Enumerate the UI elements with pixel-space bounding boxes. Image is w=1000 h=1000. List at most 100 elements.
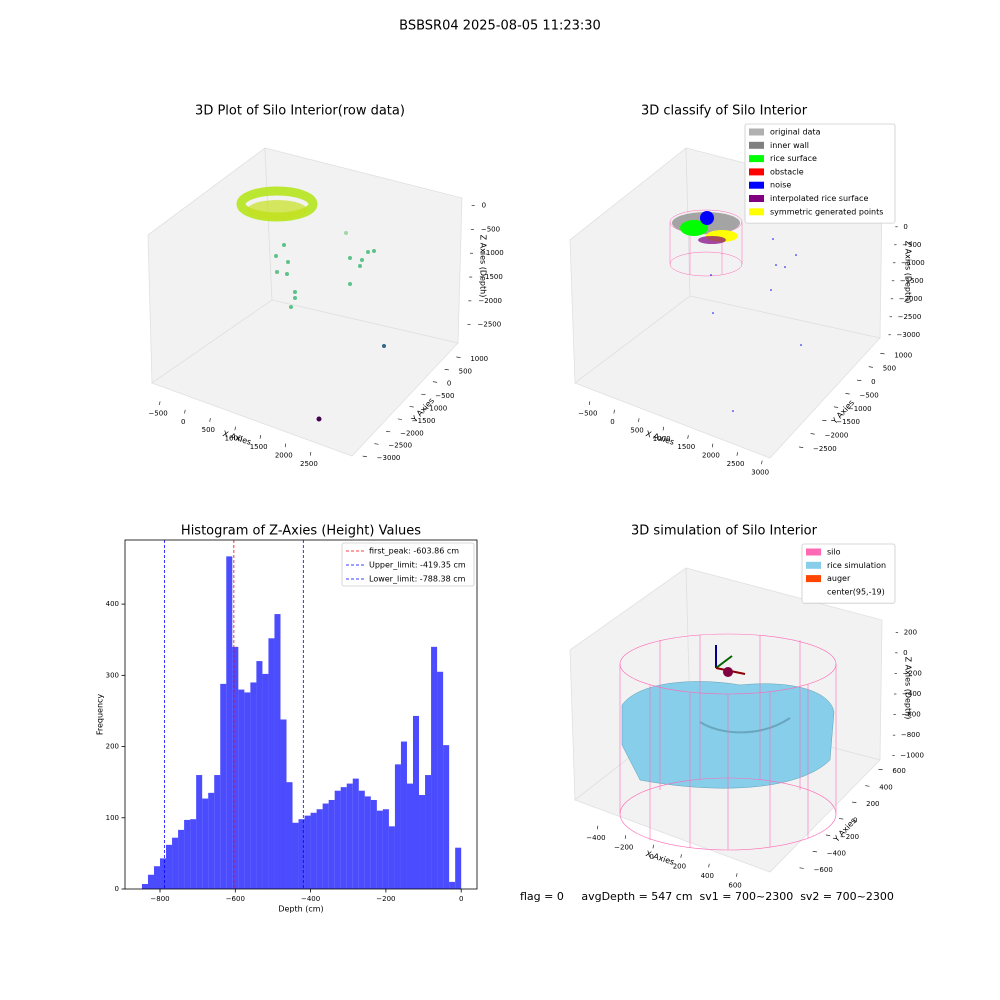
y-tick bbox=[799, 867, 804, 869]
x-tick bbox=[159, 401, 161, 406]
y-tick-label: 0 bbox=[853, 817, 857, 825]
bar bbox=[298, 819, 305, 889]
x-axis-label: X Axies bbox=[222, 429, 253, 447]
y-tick-label: 500 bbox=[883, 365, 896, 373]
bar bbox=[244, 692, 251, 889]
legend-swatch bbox=[749, 168, 764, 176]
bar bbox=[340, 787, 347, 889]
y-tick bbox=[444, 369, 449, 371]
legend-swatch bbox=[749, 208, 764, 216]
bar bbox=[262, 673, 269, 889]
bar bbox=[346, 783, 353, 889]
x-tick-label: −200 bbox=[614, 843, 633, 851]
x-tick bbox=[234, 426, 236, 431]
legend-box bbox=[744, 123, 896, 224]
x-tick bbox=[662, 426, 664, 431]
chart-title: Histogram of Z-Axies (Height) Values bbox=[181, 524, 421, 539]
x-axis-label: Depth (cm) bbox=[278, 905, 323, 914]
y-tick bbox=[857, 379, 862, 381]
y-tick bbox=[456, 356, 461, 358]
legend-swatch bbox=[749, 128, 764, 136]
y-tick bbox=[386, 430, 391, 433]
y-tick-label: −500 bbox=[435, 392, 454, 400]
z-tick-label: 0 bbox=[903, 223, 907, 231]
x-tick-label: 500 bbox=[630, 426, 643, 434]
bar bbox=[184, 819, 191, 889]
y-tick bbox=[838, 818, 844, 820]
bar bbox=[280, 719, 287, 889]
x-tick-label: −400 bbox=[301, 895, 320, 903]
y-tick bbox=[421, 393, 426, 396]
bar bbox=[394, 764, 401, 889]
legend-label: first_peak: -603.86 cm bbox=[369, 547, 459, 556]
z-tick-label: −1000 bbox=[901, 259, 925, 267]
x-tick-label: 400 bbox=[701, 872, 714, 880]
x-tick bbox=[712, 443, 714, 448]
bar bbox=[238, 689, 245, 889]
y-tick bbox=[397, 418, 403, 420]
z-tick-label: −1500 bbox=[479, 273, 503, 281]
legend-box bbox=[801, 543, 896, 604]
bar bbox=[190, 819, 197, 889]
bar bbox=[232, 646, 239, 889]
bar bbox=[208, 792, 215, 889]
y-tick bbox=[812, 851, 817, 853]
x-tick-label: 200 bbox=[673, 862, 686, 870]
chart-title: 3D Plot of Silo Interior(row data) bbox=[195, 104, 405, 119]
y-tick-label: −2500 bbox=[388, 442, 412, 450]
x-axis-label: X Axies bbox=[645, 429, 676, 447]
x-tick bbox=[761, 460, 763, 465]
x-tick bbox=[624, 835, 627, 839]
legend-label: center(95,-19) bbox=[827, 587, 885, 596]
y-tick-label: 1000 bbox=[470, 355, 488, 363]
bar bbox=[214, 775, 221, 889]
legend-label: Upper_limit: -419.35 cm bbox=[369, 561, 466, 570]
x-tick bbox=[638, 418, 640, 422]
bar bbox=[166, 844, 173, 889]
bar bbox=[358, 790, 365, 889]
x-tick bbox=[680, 854, 682, 858]
z-tick-label: −200 bbox=[903, 669, 922, 677]
y-tick bbox=[798, 446, 804, 448]
bar bbox=[172, 837, 179, 889]
x-tick bbox=[310, 451, 312, 456]
z-tick-label: −3000 bbox=[896, 331, 920, 339]
x-tick bbox=[708, 863, 710, 868]
y-tick-label: 200 bbox=[866, 800, 879, 808]
z-tick-label: −800 bbox=[901, 731, 920, 739]
x-tick-label: 0 bbox=[649, 853, 653, 861]
legend-label: rice simulation bbox=[827, 561, 886, 570]
bar bbox=[388, 826, 395, 889]
y-tick bbox=[362, 455, 367, 457]
x-tick-label: −400 bbox=[586, 834, 605, 842]
x-tick-label: −500 bbox=[148, 409, 167, 417]
bar bbox=[304, 815, 311, 889]
legend-swatch bbox=[806, 548, 821, 556]
x-tick bbox=[652, 844, 654, 849]
y-tick-label: 400 bbox=[106, 600, 119, 608]
z-tick-label: −1500 bbox=[900, 277, 924, 285]
y-tick-label: −1500 bbox=[836, 418, 860, 426]
chart-title: 3D classify of Silo Interior bbox=[641, 104, 808, 119]
y-tick bbox=[868, 366, 873, 368]
z-tick-label: 0 bbox=[903, 649, 907, 657]
y-tick-label: −2000 bbox=[825, 432, 849, 440]
bar bbox=[425, 775, 432, 889]
bar bbox=[250, 682, 257, 889]
y-tick bbox=[833, 406, 839, 408]
y-tick bbox=[880, 353, 885, 355]
bar bbox=[316, 809, 323, 889]
y-tick-label: −2000 bbox=[400, 429, 424, 437]
x-tick bbox=[597, 825, 599, 830]
bar bbox=[376, 810, 383, 889]
x-tick bbox=[209, 418, 211, 422]
x-tick bbox=[284, 443, 287, 448]
bar bbox=[406, 783, 413, 889]
y-tick-label: −400 bbox=[827, 849, 846, 857]
y-tick-label: 200 bbox=[106, 743, 119, 751]
bar bbox=[268, 638, 275, 889]
x-tick-label: 600 bbox=[728, 881, 741, 889]
z-tick-label: −2000 bbox=[899, 295, 923, 303]
legend-swatch bbox=[749, 181, 764, 189]
x-tick bbox=[736, 452, 738, 456]
